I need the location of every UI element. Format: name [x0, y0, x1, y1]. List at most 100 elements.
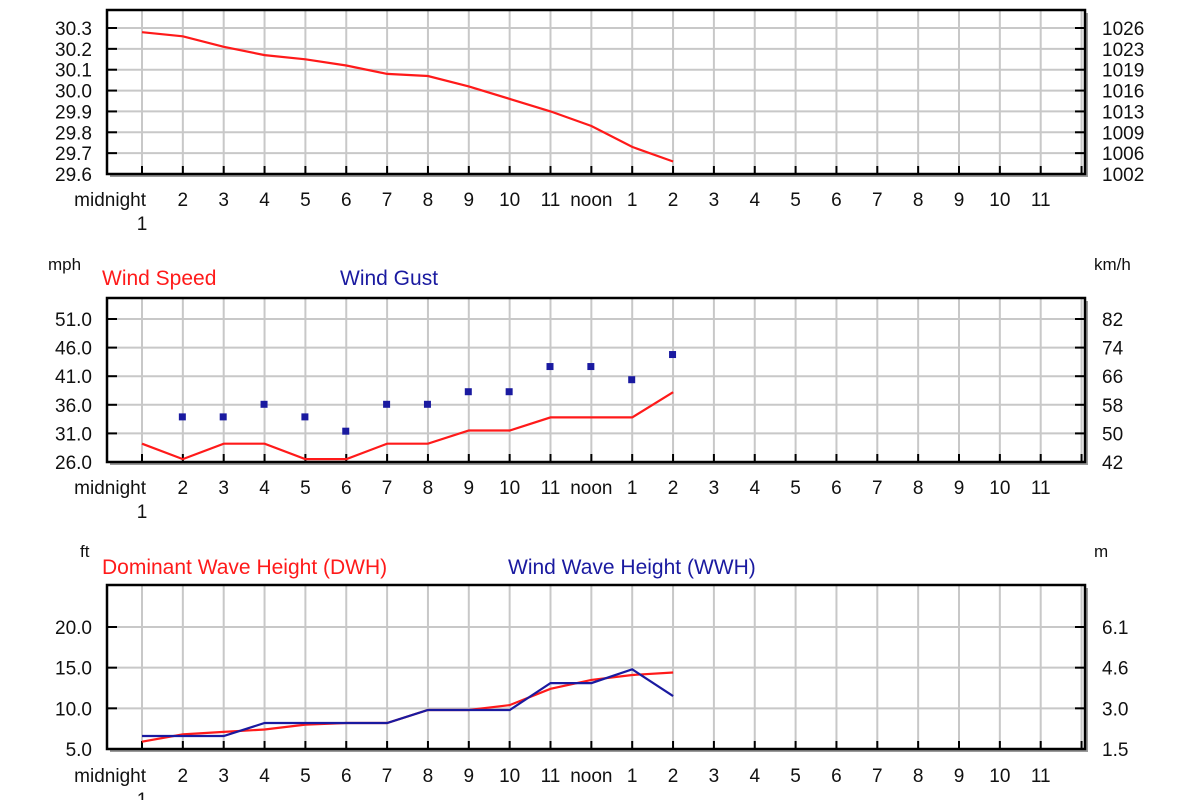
x-tick-label: 5: [300, 478, 311, 499]
gust-point: [423, 400, 431, 408]
y-tick-label: 20.0: [55, 618, 92, 639]
y2-tick-label: 1002: [1102, 165, 1144, 186]
y2-tick-label: 4.6: [1102, 659, 1128, 680]
x-tick-label: 3: [218, 190, 229, 211]
x-tick-label: 11: [1031, 478, 1051, 499]
chart-title: Barometric Pressure: [102, 0, 293, 4]
x-tick-label: 6: [831, 190, 842, 211]
x-tick-label: 4: [259, 766, 270, 787]
x-tick-label: 9: [954, 766, 965, 787]
y-tick-label: 15.0: [55, 659, 92, 680]
x-tick-label: 1: [137, 790, 148, 800]
x-tick-label: 6: [831, 766, 842, 787]
x-tick-label: 11: [541, 190, 561, 211]
y-tick-label: 51.0: [55, 310, 92, 331]
y2-tick-label: 1019: [1102, 61, 1144, 82]
x-tick-label: 8: [913, 478, 924, 499]
x-tick-label: 10: [499, 478, 520, 499]
x-tick-label: 10: [989, 190, 1010, 211]
x-tick-label: 7: [382, 766, 393, 787]
x-tick-label: 8: [913, 190, 924, 211]
gust-point: [260, 400, 268, 408]
x-tick-label: 2: [668, 478, 679, 499]
y-tick-label: 46.0: [55, 339, 92, 360]
plot-area: [107, 298, 1085, 462]
x-tick-label: 6: [341, 190, 352, 211]
gust-point: [383, 400, 391, 408]
x-tick-label: 2: [178, 190, 189, 211]
y-tick-label: 29.9: [55, 102, 92, 123]
x-tick-label: 7: [382, 478, 393, 499]
gust-point: [587, 363, 595, 371]
y2-tick-label: 50: [1102, 424, 1123, 445]
y2-axis-unit: km/h: [1094, 255, 1131, 274]
x-tick-label: 6: [341, 478, 352, 499]
plot-frame: [105, 583, 1087, 751]
x-tick-label: 11: [541, 766, 561, 787]
gust-point: [178, 413, 186, 421]
series-line: [141, 31, 674, 163]
x-tick-label: 2: [668, 766, 679, 787]
y2-tick-label: 3.0: [1102, 699, 1128, 720]
x-tick-label: 7: [872, 190, 883, 211]
x-tick-label: 5: [790, 478, 801, 499]
x-tick-label: 7: [872, 478, 883, 499]
y2-tick-label: 74: [1102, 339, 1124, 360]
y2-tick-label: 1006: [1102, 144, 1144, 165]
y-tick-label: 29.8: [55, 123, 92, 144]
x-tick-label: 1: [137, 502, 148, 523]
x-tick-label: 3: [218, 766, 229, 787]
x-tick-label: 7: [382, 190, 393, 211]
x-tick-label: 3: [218, 478, 229, 499]
x-tick-label: 4: [749, 766, 760, 787]
gust-point: [669, 351, 677, 359]
y2-tick-label: 1009: [1102, 123, 1144, 144]
y2-tick-label: 6.1: [1102, 618, 1128, 639]
x-tick-label: 8: [913, 766, 924, 787]
x-tick-label: 7: [872, 766, 883, 787]
x-tick-label: 11: [541, 478, 561, 499]
x-tick-label: midnight: [74, 478, 147, 499]
x-tick-label: 3: [709, 766, 720, 787]
x-tick-label: 1: [627, 478, 638, 499]
legend-entry: Wind Speed: [102, 267, 216, 290]
x-tick-label: noon: [570, 190, 612, 211]
y-axis-unit: ft: [80, 542, 90, 561]
plot-frame: [105, 296, 1087, 464]
x-tick-label: 1: [137, 214, 148, 235]
y-tick-label: 29.6: [55, 165, 92, 186]
x-tick-label: 5: [300, 190, 311, 211]
x-tick-label: 10: [499, 766, 520, 787]
x-tick-label: 6: [831, 478, 842, 499]
y-tick-label: 29.7: [55, 144, 92, 165]
x-tick-label: 2: [178, 766, 189, 787]
series-line: [141, 391, 674, 461]
x-tick-label: 2: [668, 190, 679, 211]
x-tick-label: 2: [178, 478, 189, 499]
x-tick-label: 4: [259, 478, 270, 499]
x-tick-label: 9: [464, 190, 475, 211]
x-tick-label: 9: [464, 478, 475, 499]
x-tick-label: 11: [1031, 190, 1051, 211]
legend-entry: Dominant Wave Height (DWH): [102, 556, 387, 579]
x-tick-label: 10: [499, 190, 520, 211]
x-tick-label: 8: [423, 190, 434, 211]
legend-entry: Wind Wave Height (WWH): [508, 556, 756, 579]
gust-point: [219, 413, 227, 421]
x-tick-label: 5: [790, 766, 801, 787]
y2-tick-label: 58: [1102, 396, 1123, 417]
y-tick-label: 30.2: [55, 40, 92, 61]
y2-tick-label: 82: [1102, 310, 1123, 331]
x-tick-label: 11: [1031, 766, 1051, 787]
x-tick-label: 3: [709, 190, 720, 211]
gust-point: [628, 376, 636, 384]
y-axis-unit: mph: [48, 255, 81, 274]
x-tick-label: 8: [423, 478, 434, 499]
x-tick-label: midnight: [74, 766, 147, 787]
series-line: [142, 668, 674, 738]
x-tick-label: 10: [989, 766, 1010, 787]
x-tick-label: 5: [790, 190, 801, 211]
y-tick-label: 30.1: [55, 61, 92, 82]
y-tick-label: 10.0: [55, 699, 92, 720]
